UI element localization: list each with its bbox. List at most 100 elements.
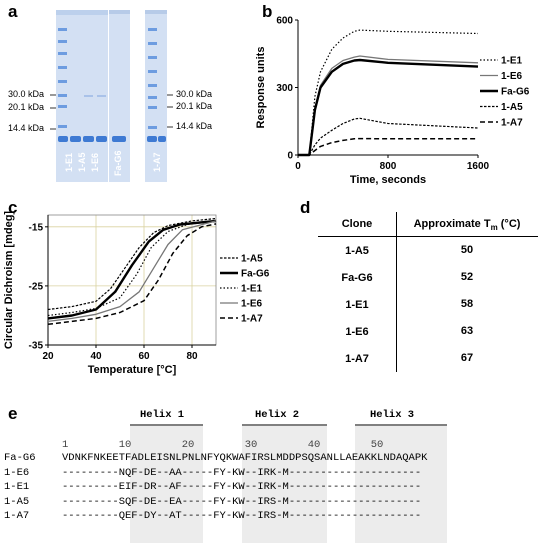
marker-right-14: 14.4 kDa bbox=[176, 121, 213, 131]
series-line-1-e1 bbox=[47, 220, 217, 317]
ladder-band bbox=[148, 106, 157, 109]
protein-band bbox=[158, 136, 166, 142]
series-line-1-e1 bbox=[298, 29, 479, 156]
table-cell-tm: 50 bbox=[396, 237, 537, 264]
legend-label: 1-E1 bbox=[241, 284, 263, 295]
x-tick-label: 1600 bbox=[467, 161, 490, 172]
y-tick-label: -15 bbox=[29, 222, 44, 233]
protein-band bbox=[96, 136, 107, 142]
panel-label-c: c bbox=[8, 198, 18, 217]
table-cell-tm: 63 bbox=[396, 318, 537, 345]
x-tick-label: 20 bbox=[42, 351, 54, 362]
header-clone: Clone bbox=[341, 218, 373, 230]
header-tm-suffix: (°C) bbox=[497, 218, 521, 230]
chart-b: 0 800 1600 0 300 600 Time, seconds Response uni… bbox=[255, 16, 530, 187]
legend-label: Fa-G6 bbox=[241, 269, 270, 280]
ladder-band bbox=[58, 105, 67, 108]
lane-label-fa-g6: Fa-G6 bbox=[113, 150, 123, 176]
legend-label: 1-E6 bbox=[241, 299, 263, 310]
x-axis-label: Temperature [°C] bbox=[88, 364, 177, 376]
alignment-row: 1-A7 ---------QEF-DY--AT-----FY-KW--IRS-M… bbox=[4, 509, 427, 524]
ladder-band bbox=[58, 28, 67, 31]
helix-2-label: Helix 2 bbox=[255, 409, 300, 421]
alignment-row-sequence: VDNKFNKEETFADLEISNLPNLNFYQKWAFIRSLMDDPSQ… bbox=[62, 452, 428, 464]
series-line-fa-g6 bbox=[47, 219, 217, 320]
y-tick-label: 600 bbox=[276, 16, 293, 27]
plot-frame bbox=[47, 214, 217, 346]
ladder-band bbox=[58, 94, 67, 97]
table-cell-clone: 1-E6 bbox=[345, 325, 369, 338]
alignment-row-sequence: ---------SQF-DE--EA-----FY-KW--IRS-M----… bbox=[62, 495, 422, 508]
y-tick-label: 300 bbox=[276, 83, 293, 94]
y-tick-label: -25 bbox=[29, 281, 44, 292]
series-line-1-e6 bbox=[47, 220, 217, 323]
series-line-1-a7 bbox=[47, 223, 217, 326]
table-row: Fa-G6 52 bbox=[318, 264, 538, 291]
protein-band bbox=[147, 136, 157, 142]
marker-right-20: 20.1 kDa bbox=[176, 101, 213, 111]
panel-label-e: e bbox=[8, 404, 18, 423]
ladder-band bbox=[148, 84, 157, 87]
lane-label-1-a5: 1-A5 bbox=[77, 152, 87, 172]
table-cell-clone: 1-A5 bbox=[345, 244, 369, 257]
table-cell-tm: 52 bbox=[396, 264, 537, 291]
table-row: 1-A5 50 bbox=[318, 237, 538, 264]
legend-label: 1-A7 bbox=[501, 118, 523, 129]
alignment-row-sequence: ---------EIF-DR--AF-----FY-KW--IRK-M----… bbox=[62, 481, 422, 493]
table-row: 1-E6 63 bbox=[318, 318, 538, 345]
x-tick-label: 800 bbox=[380, 161, 397, 172]
legend-label: 1-A7 bbox=[241, 314, 263, 325]
y-tick-label: 0 bbox=[287, 151, 293, 162]
marker-left-20: 20.1 kDa bbox=[8, 102, 45, 112]
panel-label-b: b bbox=[262, 2, 273, 21]
ladder-band bbox=[58, 52, 67, 55]
header-tm-prefix: Approximate T bbox=[413, 218, 491, 230]
helix-3-label: Helix 3 bbox=[370, 409, 415, 421]
table-cell-tm: 67 bbox=[396, 345, 537, 372]
ladder-band bbox=[58, 66, 67, 69]
table-cell-tm: 58 bbox=[396, 291, 537, 318]
alignment-row-name: Fa-G6 bbox=[4, 452, 36, 464]
table-row: 1-E1 58 bbox=[318, 291, 538, 318]
alignment-row: Fa-G6 VDNKFNKEETFADLEISNLPNLNFYQKWAFIRSLM… bbox=[4, 451, 427, 466]
ladder-band bbox=[148, 96, 157, 99]
series-line-fa-g6 bbox=[298, 58, 479, 157]
protein-band bbox=[112, 136, 126, 142]
alignment-row: 1-E1 ---------EIF-DR--AF-----FY-KW--IRK-M… bbox=[4, 480, 427, 495]
ladder-band bbox=[148, 70, 157, 73]
alignment-row-name: 1-E1 bbox=[4, 481, 30, 493]
header-tm-sub: m bbox=[490, 223, 498, 233]
alignment-shading bbox=[130, 424, 447, 543]
table-body: 1-A5 50 Fa-G6 52 1-E1 58 1-E6 63 1-A7 67 bbox=[318, 237, 538, 372]
ladder-band bbox=[148, 56, 157, 59]
table-header: Clone Approximate Tm (°C) bbox=[318, 212, 538, 237]
ladder-band bbox=[58, 40, 67, 43]
series-line-1-a5 bbox=[298, 117, 479, 156]
table-cell-clone: 1-A7 bbox=[345, 352, 369, 365]
alignment-row-sequence: ---------QEF-DY--AT-----FY-KW--IRS-M----… bbox=[62, 510, 422, 522]
tm-table: Clone Approximate Tm (°C) 1-A5 50 Fa-G6 52 1… bbox=[318, 212, 538, 372]
alignment-row: 1-E6 ---------NQF-DE--AA-----FY-KW--IRK-M… bbox=[4, 466, 427, 481]
protein-band bbox=[70, 136, 81, 142]
helix-1-label: Helix 1 bbox=[140, 409, 185, 421]
lane-label-1-e6: 1-E6 bbox=[90, 152, 100, 172]
lane-label-1-e1: 1-E1 bbox=[64, 152, 74, 172]
series-line-1-a5 bbox=[47, 217, 217, 311]
ladder-band bbox=[148, 42, 157, 45]
legend-label: 1-A5 bbox=[241, 254, 263, 265]
y-tick-label: -35 bbox=[29, 341, 44, 352]
x-tick-label: 80 bbox=[186, 351, 198, 362]
protein-band bbox=[58, 136, 68, 142]
series-line-1-a7 bbox=[298, 137, 478, 156]
gel-image bbox=[50, 10, 173, 182]
table-cell-clone: Fa-G6 bbox=[341, 271, 373, 284]
chart-c: 20 40 60 80 -15 -25 -35 Temperature [°C] Circula… bbox=[3, 211, 270, 376]
series-line-1-e6 bbox=[298, 55, 479, 156]
alignment-row-name: 1-A7 bbox=[4, 510, 30, 522]
legend-label: 1-A5 bbox=[501, 102, 523, 113]
legend-label: Fa-G6 bbox=[501, 87, 530, 98]
table-cell-clone: 1-E1 bbox=[345, 298, 369, 311]
lane-label-1-a7: 1-A7 bbox=[152, 152, 162, 172]
alignment-rows: Fa-G6 VDNKFNKEETFADLEISNLPNLNFYQKWAFIRSLM… bbox=[4, 451, 427, 524]
marker-left-30: 30.0 kDa bbox=[8, 89, 45, 99]
